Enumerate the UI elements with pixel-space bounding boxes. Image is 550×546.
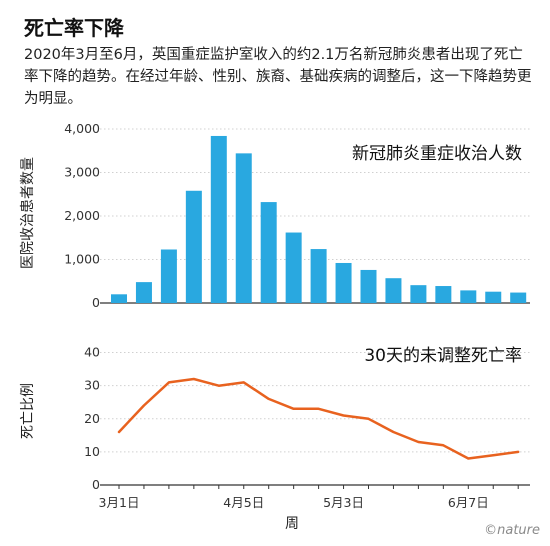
bar [510, 292, 527, 303]
mortality-y-ticks: 0 10 20 30 40 [84, 345, 100, 492]
chart-title: 死亡率下降 [24, 16, 124, 40]
admissions-y-ticks: 0 1,000 2,000 3,000 4,000 [64, 121, 100, 310]
y-tick-label: 4,000 [64, 121, 100, 136]
bar [360, 269, 377, 303]
admissions-bars [111, 135, 527, 303]
x-axis [100, 484, 530, 489]
x-axis-ticks: 3月1日 4月5日 5月3日 6月7日 [99, 495, 489, 510]
x-tick-label: 3月1日 [99, 495, 140, 510]
chart-subtitle: 2020年3月至6月，英国重症监护室收入的约2.1万名新冠肺炎患者出现了死亡率下… [24, 47, 532, 107]
x-axis-label: 周 [285, 516, 299, 532]
bar [335, 262, 352, 303]
bar [185, 190, 202, 303]
admissions-y-axis-label: 医院收治患者数量 [20, 157, 36, 269]
mortality-panel-title: 30天的未调整死亡率 [364, 346, 522, 366]
mortality-grid [100, 352, 530, 453]
x-tick-label: 6月7日 [448, 495, 489, 510]
y-tick-label: 1,000 [64, 252, 100, 267]
mortality-line [117, 377, 520, 460]
bar [460, 290, 477, 303]
bar [485, 291, 502, 303]
bar [435, 286, 452, 303]
bar [210, 135, 227, 303]
bar [260, 202, 277, 303]
y-tick-label: 0 [92, 477, 100, 492]
x-tick-label: 5月3日 [323, 495, 364, 510]
y-tick-label: 40 [84, 345, 100, 360]
bar [160, 249, 177, 303]
bar [410, 285, 427, 303]
admissions-panel-title: 新冠肺炎重症收治人数 [352, 144, 522, 164]
y-tick-label: 30 [84, 378, 100, 393]
x-tick-label: 4月5日 [223, 495, 264, 510]
mortality-y-axis-label: 死亡比例 [20, 383, 36, 439]
y-tick-label: 2,000 [64, 208, 100, 223]
bar [135, 282, 152, 303]
bar [285, 232, 302, 303]
y-tick-label: 20 [84, 411, 100, 426]
bar [310, 249, 327, 303]
y-tick-label: 3,000 [64, 165, 100, 180]
credit-nature: ©nature [484, 523, 540, 538]
bar [111, 294, 127, 303]
bar [385, 278, 402, 303]
bar [235, 153, 252, 303]
y-tick-label: 0 [92, 295, 100, 310]
y-tick-label: 10 [84, 444, 100, 459]
